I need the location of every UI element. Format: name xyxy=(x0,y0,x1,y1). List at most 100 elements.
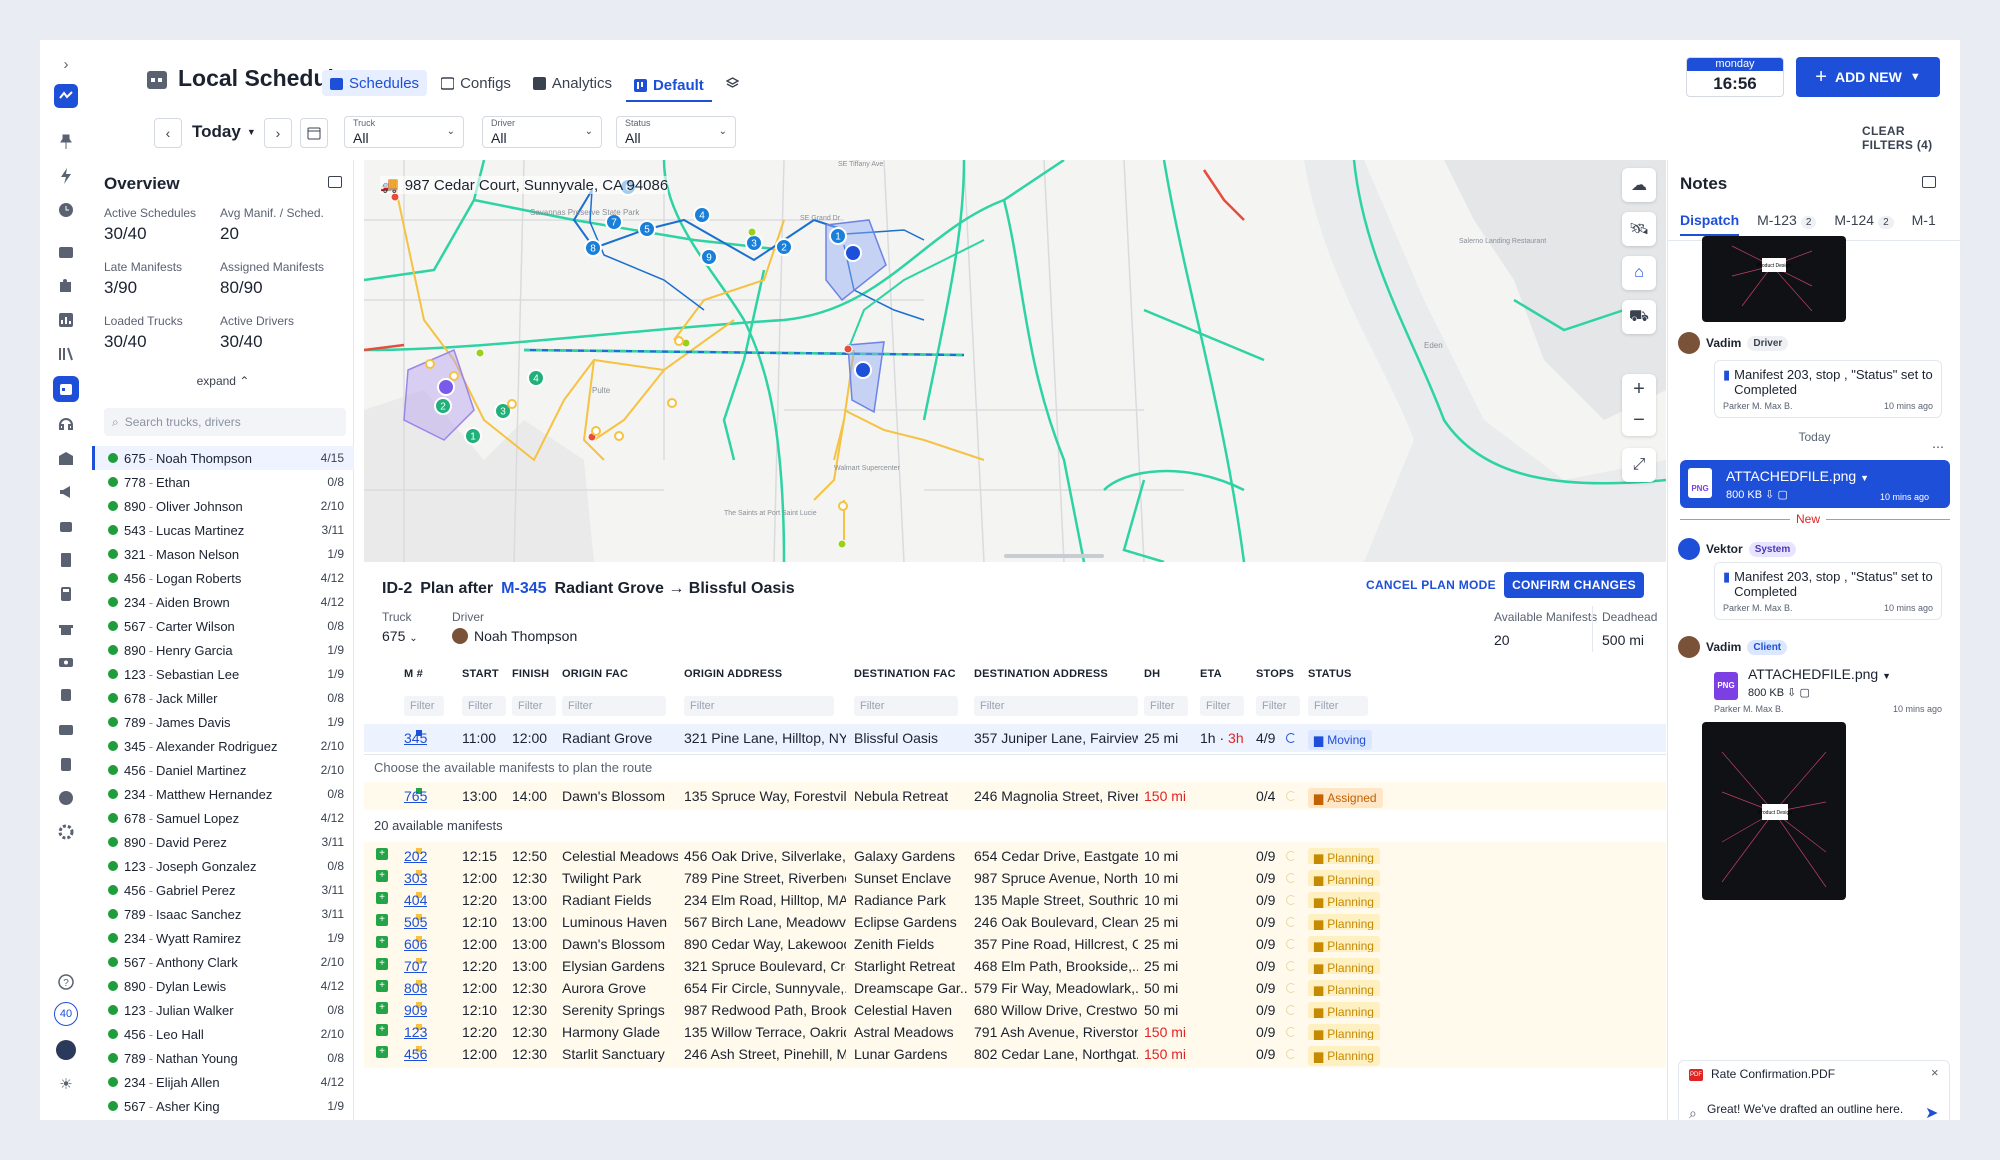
tab-schedules[interactable]: Schedules xyxy=(322,70,428,96)
layers-button[interactable] xyxy=(718,70,747,96)
table-row[interactable]: 345 11:00 12:00 Radiant Grove 321 Pine Lane,… xyxy=(364,724,1666,752)
truck-list-item[interactable]: 234- Aiden Brown 4/12 xyxy=(92,590,354,614)
manifest-link[interactable]: 303 xyxy=(404,870,428,886)
more-icon[interactable]: ⋯ xyxy=(1932,440,1944,454)
table-row[interactable]: 765 13:00 14:00 Dawn's Blossom 135 Spruce Wa… xyxy=(364,782,1666,810)
truck-list-item[interactable]: 456- Logan Roberts 4/12 xyxy=(92,566,354,590)
chart-icon[interactable] xyxy=(54,308,78,332)
clock-icon[interactable] xyxy=(54,198,78,222)
column-header[interactable]: DESTINATION FAC xyxy=(854,668,956,680)
expand-chevron-icon[interactable]: › xyxy=(63,55,69,73)
notes-tab-m123[interactable]: M-123 2 xyxy=(1757,212,1817,236)
bolt-icon[interactable] xyxy=(54,164,78,188)
download-icon[interactable]: ⇩ xyxy=(1765,489,1775,501)
truck-list-item[interactable]: 778- Ethan 0/8 xyxy=(92,470,354,494)
prev-day-button[interactable]: ‹ xyxy=(154,118,182,148)
truck-list-item[interactable]: 675- Noah Thompson 4/15 xyxy=(92,446,354,470)
open-icon[interactable]: ▢ xyxy=(1799,687,1810,699)
select-checkbox[interactable]: + xyxy=(376,958,388,970)
notes-tab-m1[interactable]: M-1 xyxy=(1912,212,1936,236)
manifest-link[interactable]: 456 xyxy=(404,1046,428,1062)
waypoint-dot[interactable] xyxy=(614,431,624,441)
column-filter-input[interactable]: Filter xyxy=(1144,696,1188,716)
waypoint-dot[interactable] xyxy=(507,399,517,409)
image-thumbnail[interactable]: Product Design xyxy=(1702,722,1846,900)
column-filter-input[interactable]: Filter xyxy=(1256,696,1300,716)
waypoint-dot[interactable] xyxy=(667,398,677,408)
store-icon[interactable] xyxy=(54,616,78,640)
cancel-plan-button[interactable]: CANCEL PLAN MODE xyxy=(1366,578,1496,592)
truck-list-item[interactable]: 234- Wyatt Ramirez 1/9 xyxy=(92,926,354,950)
map-canvas[interactable]: 6754328914231 SE Tiffany Ave Savannas Pr… xyxy=(364,160,1666,562)
truck-list-item[interactable]: 678- Jack Miller 0/8 xyxy=(92,686,354,710)
column-header[interactable]: STOPS xyxy=(1256,668,1295,680)
collapse-notes-icon[interactable] xyxy=(1922,176,1936,188)
settings-icon[interactable] xyxy=(54,820,78,844)
caret-down-icon[interactable]: ▼ xyxy=(1860,473,1869,483)
help-icon[interactable]: ? xyxy=(54,970,78,994)
resize-handle[interactable] xyxy=(1004,554,1104,558)
truck-list-item[interactable]: 456- Leo Hall 2/10 xyxy=(92,1022,354,1046)
waypoint-dot[interactable] xyxy=(674,336,684,346)
truck-list-item[interactable]: 456- Gabriel Perez 3/11 xyxy=(92,878,354,902)
table-row[interactable]: +456 12:00 12:30 Starlit Sanctuary 246 Ash S… xyxy=(364,1040,1666,1068)
manifest-link[interactable]: 606 xyxy=(404,936,428,952)
column-filter-input[interactable]: Filter xyxy=(974,696,1138,716)
inbox-icon[interactable] xyxy=(54,240,78,264)
column-filter-input[interactable]: Filter xyxy=(1200,696,1244,716)
waypoint-dot[interactable] xyxy=(838,501,848,511)
route-stop-pin[interactable] xyxy=(638,220,656,238)
route-stop-pin[interactable] xyxy=(605,213,623,231)
column-header[interactable]: START xyxy=(462,668,499,680)
date-picker[interactable]: Today ▼ xyxy=(192,122,256,142)
headset-icon[interactable] xyxy=(54,412,78,436)
route-map[interactable]: 6754328914231 SE Tiffany Ave Savannas Pr… xyxy=(364,160,1666,562)
waypoint-dot[interactable] xyxy=(591,426,601,436)
column-filter-input[interactable]: Filter xyxy=(684,696,834,716)
tab-analytics[interactable]: Analytics xyxy=(525,70,620,96)
image-thumbnail[interactable]: Product Design xyxy=(1702,236,1846,322)
column-filter-input[interactable]: Filter xyxy=(404,696,444,716)
truck-list-item[interactable]: 123- Joseph Gonzalez 0/8 xyxy=(92,854,354,878)
remove-attachment-icon[interactable]: × xyxy=(1931,1065,1939,1080)
notifications-count-icon[interactable]: 40 xyxy=(54,1002,78,1026)
megaphone-icon[interactable] xyxy=(54,480,78,504)
notes-tab-dispatch[interactable]: Dispatch xyxy=(1680,212,1740,236)
fullscreen-button[interactable]: ⤢ xyxy=(1622,448,1656,482)
facility-pin[interactable] xyxy=(844,244,862,262)
column-header[interactable]: M # xyxy=(404,668,423,680)
facility-pin[interactable] xyxy=(854,361,872,379)
route-stop-pin[interactable] xyxy=(527,369,545,387)
zoom-in-icon[interactable]: + xyxy=(1633,378,1645,400)
manifest-link[interactable]: 505 xyxy=(404,914,428,930)
zoom-out-icon[interactable]: − xyxy=(1633,409,1645,431)
status-filter[interactable]: Status All ⌄ xyxy=(616,116,736,148)
manifest-link[interactable]: 808 xyxy=(404,980,428,996)
column-header[interactable]: ORIGIN ADDRESS xyxy=(684,668,783,680)
select-checkbox[interactable]: + xyxy=(376,848,388,860)
truck-list-item[interactable]: 345- Alexander Rodriguez 2/10 xyxy=(92,734,354,758)
clear-filters-button[interactable]: CLEAR FILTERS (4) xyxy=(1862,124,1933,152)
warehouse-layer-button[interactable]: ⌂ xyxy=(1622,256,1656,290)
column-filter-input[interactable]: Filter xyxy=(462,696,506,716)
truck-list-item[interactable]: 890- Henry Garcia 1/9 xyxy=(92,638,354,662)
route-stop-pin[interactable] xyxy=(464,427,482,445)
waypoint-dot[interactable] xyxy=(747,227,757,237)
next-day-button[interactable]: › xyxy=(264,118,292,148)
column-filter-input[interactable]: Filter xyxy=(1308,696,1368,716)
tab-configs[interactable]: Configs xyxy=(433,70,519,96)
column-header[interactable]: FINISH xyxy=(512,668,550,680)
confirm-changes-button[interactable]: CONFIRM CHANGES xyxy=(1504,572,1644,598)
tab-default[interactable]: Default xyxy=(625,70,712,102)
column-header[interactable]: ORIGIN FAC xyxy=(562,668,629,680)
add-new-button[interactable]: + ADD NEW ▼ xyxy=(1796,57,1940,97)
truck-list-item[interactable]: 123- Sebastian Lee 1/9 xyxy=(92,662,354,686)
caret-down-icon[interactable]: ▼ xyxy=(1882,671,1891,681)
route-stop-pin[interactable] xyxy=(434,397,452,415)
package-icon[interactable] xyxy=(54,514,78,538)
download-icon[interactable]: ⇩ xyxy=(1787,687,1797,699)
select-checkbox[interactable]: + xyxy=(376,914,388,926)
truck-search-input[interactable]: ⌕ Search trucks, drivers xyxy=(104,408,346,436)
note-card[interactable]: ▮ Manifest 203, stop , "Status" set to Co… xyxy=(1714,360,1942,418)
select-checkbox[interactable]: + xyxy=(376,1046,388,1058)
